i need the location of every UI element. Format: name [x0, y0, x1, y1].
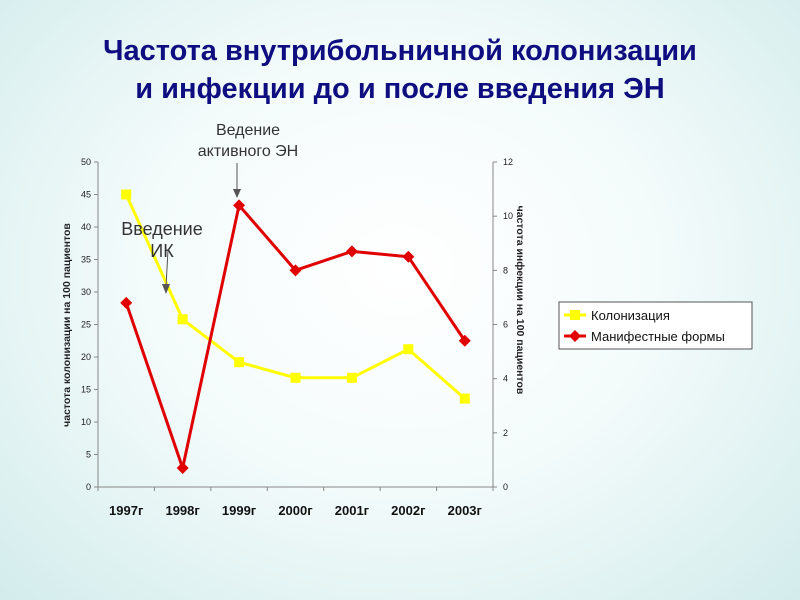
slide-title: Частота внутрибольничной колонизации и и…	[0, 32, 800, 108]
y-tick-label: 5	[86, 450, 91, 460]
series-line	[124, 203, 467, 470]
legend-item-colonization: Колонизация	[564, 308, 670, 323]
y-tick-label: 40	[81, 222, 91, 232]
data-point	[458, 334, 471, 347]
y-tick-label: 50	[81, 157, 91, 167]
y-tick-label: 15	[81, 385, 91, 395]
x-tick-label: 1998г	[165, 503, 200, 518]
y-axis-label: частота колонизации на 100 пациентов	[61, 223, 73, 427]
data-point	[290, 372, 301, 383]
x-tick-label: 1999г	[222, 503, 257, 518]
arrow-ik-icon	[162, 249, 170, 294]
legend-box	[558, 301, 753, 350]
legend-label-colonization: Колонизация	[591, 308, 670, 323]
y-tick-label: 0	[86, 482, 91, 492]
y2-axis-label: частота инфекции на 100 пациентов	[514, 206, 526, 395]
y-tick-label: 45	[81, 190, 91, 200]
legend-item-infection: Манифестные формы	[564, 329, 725, 344]
y2-tick-label: 0	[503, 482, 508, 492]
legend-label-infection: Манифестные формы	[591, 329, 725, 344]
x-tick-label: 2000г	[278, 503, 313, 518]
y-tick-label: 10	[81, 417, 91, 427]
tick-labels: 0 5 10 15 20 25 30 35 40 45 50 0 2 4 6 8 10 12 1997г 1998г 1…	[81, 157, 513, 518]
y2-tick-label: 10	[503, 211, 513, 221]
x-tick-label: 2002г	[391, 503, 426, 518]
y-tick-label: 35	[81, 255, 91, 265]
data-point	[121, 189, 132, 200]
data-point	[459, 393, 470, 404]
chart-axes	[94, 161, 497, 491]
annotation-ik-line-2: ИК	[150, 241, 174, 261]
series-1	[120, 199, 471, 475]
annotation-en-line-1: Ведение	[216, 122, 280, 139]
y2-tick-label: 4	[503, 374, 508, 384]
series-0	[121, 189, 470, 404]
data-point	[402, 250, 415, 263]
data-point	[176, 462, 189, 475]
y-tick-label: 30	[81, 287, 91, 297]
y2-tick-label: 2	[503, 428, 508, 438]
y2-tick-label: 12	[503, 157, 513, 167]
x-tick-label: 2003г	[448, 503, 483, 518]
title-line-2: и инфекции до и после введения ЭН	[135, 73, 665, 105]
x-tick-label: 1997г	[109, 503, 144, 518]
y-tick-label: 25	[81, 320, 91, 330]
data-point	[345, 245, 358, 258]
data-point	[120, 296, 133, 309]
chart-series	[120, 189, 471, 475]
annotation-ik-line-1: Введение	[121, 219, 203, 239]
y2-tick-label: 8	[503, 265, 508, 275]
y-tick-label: 20	[81, 352, 91, 362]
data-point	[346, 372, 357, 383]
arrow-en-icon	[233, 163, 241, 198]
y2-tick-label: 6	[503, 320, 508, 330]
data-point	[177, 314, 188, 325]
title-line-1: Частота внутрибольничной колонизации	[103, 35, 697, 67]
data-point	[289, 264, 302, 277]
data-point	[233, 199, 246, 212]
x-tick-label: 2001г	[335, 503, 370, 518]
annotation-en-line-2: активного ЭН	[198, 143, 298, 160]
legend: Колонизация Манифестные формы	[558, 301, 753, 350]
data-point	[403, 344, 414, 355]
data-point	[234, 357, 245, 368]
